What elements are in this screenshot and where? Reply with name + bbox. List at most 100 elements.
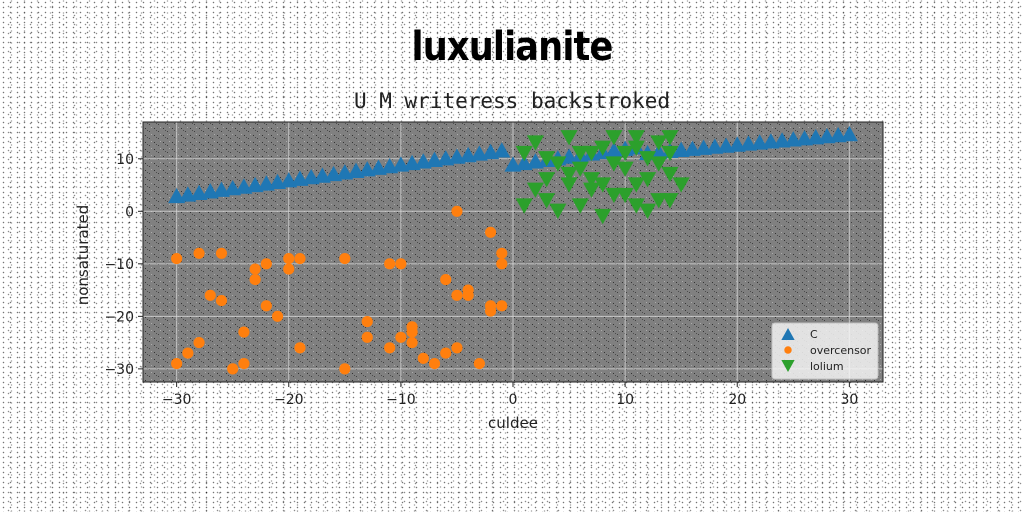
data-point: [294, 252, 306, 265]
data-point: [627, 130, 645, 146]
data-point: [361, 331, 373, 343]
data-point: [560, 166, 578, 183]
data-point: [493, 142, 511, 158]
chart-subtitle: U M writeress backstroked: [353, 89, 671, 113]
data-point: [171, 358, 183, 370]
data-point: [462, 289, 474, 301]
data-point: [473, 358, 485, 370]
x-tick-label: −20: [274, 392, 304, 408]
data-point: [560, 130, 578, 146]
data-point: [451, 205, 463, 217]
data-point: [260, 258, 272, 270]
data-point: [638, 151, 657, 167]
chart-title: luxulianite: [411, 24, 614, 70]
data-point: [215, 295, 228, 307]
data-point: [215, 247, 228, 259]
data-point: [571, 198, 589, 214]
data-point: [204, 289, 216, 301]
x-tick-label: 0: [509, 392, 518, 408]
data-point: [594, 140, 612, 156]
data-point: [496, 300, 508, 312]
y-tick-label: −20: [104, 309, 134, 325]
data-point: [526, 135, 544, 151]
data-point: [182, 347, 194, 359]
data-point: [582, 145, 601, 162]
y-axis-label: nonsaturated: [74, 205, 92, 306]
plot-frame: [142, 121, 884, 383]
legend-label: lolium: [810, 360, 844, 373]
data-point: [484, 305, 497, 317]
data-point: [451, 289, 463, 301]
data-point: [271, 310, 284, 322]
y-tick-label: 10: [116, 152, 134, 168]
data-point: [496, 258, 508, 270]
data-point: [249, 273, 261, 286]
legend-label: C: [810, 328, 818, 341]
data-point: [238, 358, 250, 370]
data-point: [361, 316, 373, 328]
data-point: [249, 263, 261, 275]
data-point: [384, 342, 396, 354]
data-point: [571, 145, 589, 162]
data-point: [484, 226, 497, 238]
data-point: [538, 193, 556, 209]
data-point: [616, 145, 634, 162]
data-point: [661, 193, 679, 209]
data-point: [283, 252, 295, 265]
data-point: [193, 337, 205, 349]
data-point: [549, 203, 567, 219]
x-tick-label: −30: [162, 392, 192, 408]
data-point: [616, 161, 634, 177]
legend-box: [771, 322, 879, 380]
data-point: [582, 172, 601, 188]
data-marks: [168, 125, 858, 375]
data-point: [526, 182, 544, 198]
data-point: [538, 172, 556, 188]
data-point: [294, 342, 306, 354]
data-point: [515, 198, 533, 214]
data-point: [638, 203, 657, 219]
data-point: [440, 273, 452, 286]
data-point: [283, 263, 295, 275]
data-point: [605, 130, 623, 146]
data-point: [406, 337, 418, 349]
data-point: [627, 140, 645, 156]
data-point: [384, 258, 396, 270]
data-point: [538, 151, 556, 167]
data-point: [451, 342, 463, 354]
data-point: [605, 187, 623, 204]
data-point: [238, 326, 250, 338]
data-point: [339, 363, 351, 375]
data-point: [582, 182, 601, 198]
data-point: [650, 193, 668, 209]
data-point: [627, 198, 645, 214]
data-point: [395, 258, 407, 270]
data-point: [227, 363, 239, 375]
series-overcensor: [171, 205, 508, 375]
data-point: [605, 156, 623, 172]
axes: −30 −20 −10 0 10 20 30 −30 −20 −10 0 10: [104, 121, 884, 408]
data-point: [260, 300, 272, 312]
data-point: [193, 247, 205, 259]
data-point: [661, 145, 679, 162]
data-point: [496, 247, 508, 259]
y-tick-label: −30: [104, 362, 134, 378]
data-point: [650, 156, 668, 172]
data-point: [638, 172, 657, 188]
x-axis-label: culdee: [488, 414, 538, 432]
data-point: [406, 326, 418, 338]
series-lolium: [515, 130, 690, 225]
data-point: [672, 177, 690, 193]
x-tick-label: −10: [386, 392, 416, 408]
legend-marker: [781, 328, 795, 340]
x-tick-label: 10: [616, 392, 634, 408]
data-point: [840, 125, 858, 142]
data-point: [560, 177, 578, 193]
data-point: [395, 331, 407, 343]
data-point: [339, 252, 351, 265]
data-point: [627, 177, 645, 193]
data-point: [549, 156, 567, 172]
legend-marker: [784, 346, 792, 354]
